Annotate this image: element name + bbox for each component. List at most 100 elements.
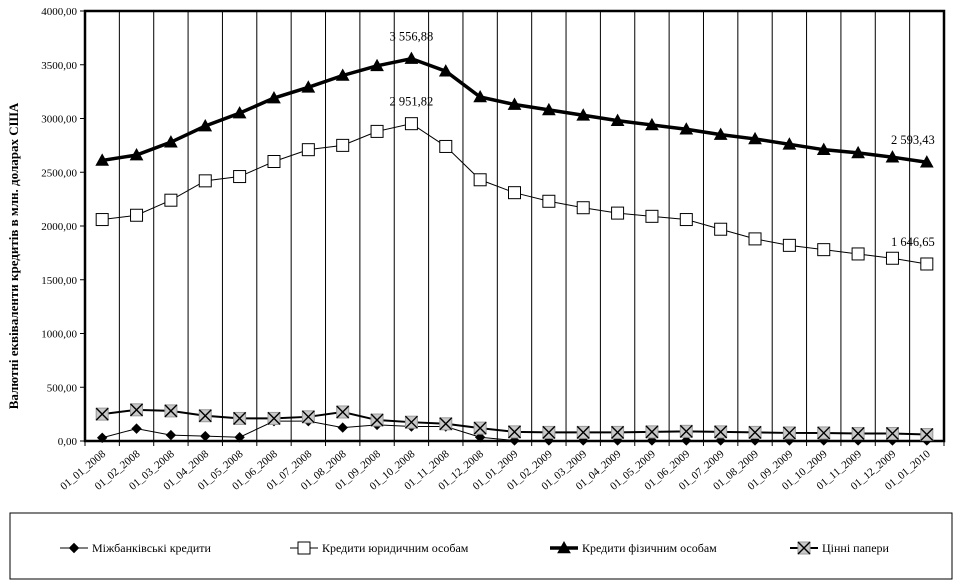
data-point-legal-entities bbox=[198, 174, 212, 188]
data-point-securities bbox=[473, 421, 487, 435]
data-point-individuals bbox=[198, 118, 213, 132]
data-point-legal-entities bbox=[301, 143, 315, 157]
data-point-securities bbox=[817, 426, 831, 440]
y-tick-label: 0,00 bbox=[58, 436, 78, 448]
data-point-interbank bbox=[165, 429, 177, 441]
data-point-securities bbox=[233, 411, 247, 425]
data-point-individuals bbox=[679, 122, 694, 135]
y-tick-label: 2500,00 bbox=[41, 167, 77, 179]
legend-item-individuals: Кредити фізичним особам bbox=[550, 540, 717, 555]
data-point-legal-entities bbox=[370, 124, 384, 138]
data-point-legal-entities bbox=[851, 247, 865, 261]
data-point-legal-entities bbox=[679, 213, 693, 227]
y-tick-label: 1500,00 bbox=[41, 275, 77, 287]
data-point-securities bbox=[301, 410, 315, 424]
series-individuals bbox=[95, 51, 934, 168]
data-point-legal-entities bbox=[336, 138, 350, 152]
data-point-securities bbox=[130, 403, 144, 417]
legend-item-legal-entities: Кредити юридичним особам bbox=[290, 541, 469, 555]
data-point-individuals bbox=[232, 106, 247, 119]
data-point-interbank bbox=[337, 422, 348, 433]
data-point-securities bbox=[198, 409, 212, 423]
data-point-interbank bbox=[234, 432, 245, 443]
legend: Міжбанківські кредити Кредити юридичним о… bbox=[9, 512, 953, 580]
data-point-securities bbox=[645, 425, 659, 439]
legend-item-securities: Цінні папери bbox=[790, 541, 890, 555]
data-point-legal-entities bbox=[782, 238, 796, 252]
data-point-legal-entities bbox=[439, 139, 453, 153]
data-point-securities bbox=[885, 426, 899, 440]
data-label: 1 646,65 bbox=[891, 235, 935, 249]
data-point-individuals bbox=[301, 80, 316, 93]
data-point-legal-entities bbox=[576, 201, 590, 215]
data-point-individuals bbox=[404, 51, 419, 64]
series-legal-entities bbox=[95, 117, 934, 271]
data-point-securities bbox=[404, 415, 418, 429]
data-point-individuals bbox=[267, 91, 281, 104]
y-tick-label: 500,00 bbox=[47, 382, 78, 394]
data-point-individuals bbox=[95, 153, 110, 166]
data-point-individuals bbox=[576, 108, 591, 121]
data-label: 2 593,43 bbox=[891, 133, 935, 147]
data-point-legal-entities bbox=[404, 117, 418, 131]
gridlines bbox=[118, 11, 911, 441]
data-point-individuals bbox=[335, 68, 350, 81]
y-tick-label: 4000,00 bbox=[41, 6, 77, 18]
data-point-individuals bbox=[851, 145, 865, 159]
data-point-individuals bbox=[129, 148, 144, 161]
y-tick-label: 1000,00 bbox=[41, 329, 77, 341]
data-point-securities bbox=[714, 425, 728, 439]
axes bbox=[80, 9, 946, 446]
data-point-securities bbox=[748, 425, 762, 439]
data-point-individuals bbox=[645, 117, 659, 131]
series-securities bbox=[95, 403, 934, 442]
legend-marker-individuals bbox=[557, 540, 571, 554]
data-point-securities bbox=[542, 425, 556, 439]
data-point-individuals bbox=[370, 58, 384, 72]
legend-label: Кредити фізичним особам bbox=[582, 541, 717, 555]
data-point-legal-entities bbox=[748, 232, 762, 246]
data-point-legal-entities bbox=[267, 155, 281, 168]
data-point-securities bbox=[370, 413, 384, 427]
data-point-legal-entities bbox=[645, 209, 659, 223]
data-point-individuals bbox=[542, 102, 556, 116]
data-point-securities bbox=[439, 417, 453, 431]
legend-marker-securities bbox=[797, 541, 811, 555]
data-point-individuals bbox=[507, 97, 522, 110]
data-point-securities bbox=[95, 407, 109, 421]
data-point-legal-entities bbox=[817, 243, 831, 257]
data-point-securities bbox=[782, 426, 796, 440]
series-line-individuals bbox=[101, 56, 928, 164]
data-point-legal-entities bbox=[164, 193, 178, 207]
data-point-securities bbox=[611, 425, 625, 439]
data-point-individuals bbox=[748, 131, 762, 145]
data-point-individuals bbox=[713, 127, 728, 140]
data-point-securities bbox=[267, 411, 281, 425]
data-point-legal-entities bbox=[714, 222, 728, 236]
data-point-legal-entities bbox=[95, 213, 109, 227]
data-point-individuals bbox=[473, 89, 487, 103]
y-tick-label: 3500,00 bbox=[41, 60, 77, 72]
data-point-interbank bbox=[681, 435, 692, 446]
data-point-securities bbox=[679, 424, 693, 438]
legend-label: Міжбанківські кредити bbox=[92, 541, 211, 555]
data-point-legal-entities bbox=[130, 208, 144, 222]
data-point-individuals bbox=[782, 137, 797, 150]
data-point-individuals bbox=[438, 64, 453, 77]
data-point-interbank bbox=[96, 432, 108, 443]
legend-label: Кредити юридичним особам bbox=[322, 541, 469, 555]
data-point-legal-entities bbox=[611, 206, 625, 220]
data-point-securities bbox=[164, 404, 178, 418]
data-point-securities bbox=[508, 425, 521, 439]
data-point-individuals bbox=[919, 155, 934, 168]
data-point-legal-entities bbox=[542, 194, 556, 208]
data-point-legal-entities bbox=[473, 173, 487, 187]
legend-label: Цінні папери bbox=[822, 541, 890, 555]
y-tick-label: 2000,00 bbox=[41, 221, 77, 233]
data-point-individuals bbox=[816, 142, 831, 155]
data-point-individuals bbox=[885, 150, 900, 163]
data-label: 2 951,82 bbox=[390, 95, 434, 109]
plot-area-border bbox=[83, 9, 946, 443]
data-point-individuals bbox=[610, 113, 625, 126]
